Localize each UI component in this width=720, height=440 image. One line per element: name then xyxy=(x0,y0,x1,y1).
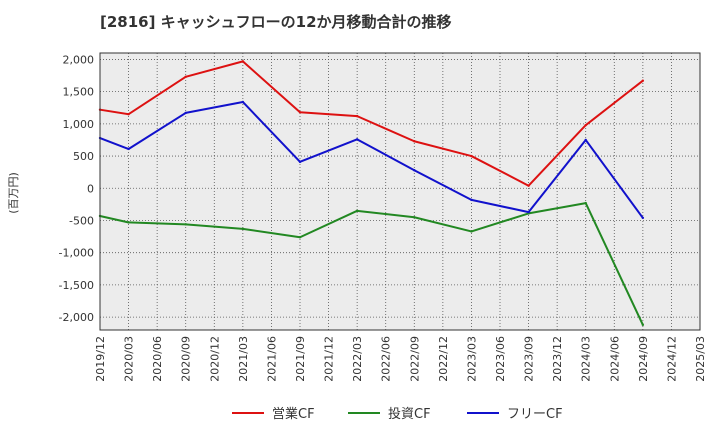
series-point xyxy=(470,198,473,202)
x-tick-label: 2020/03 xyxy=(123,336,136,382)
series-point xyxy=(641,79,645,82)
x-tick-label: 2021/12 xyxy=(323,336,336,382)
x-tick-label: 2021/03 xyxy=(237,336,250,382)
x-tick-label: 2019/12 xyxy=(94,336,107,382)
series-point xyxy=(470,230,473,233)
y-tick-label: -1,000 xyxy=(59,247,94,260)
grid xyxy=(100,53,700,330)
series-point xyxy=(355,114,359,118)
y-axis-ticks: 2,000 1,500 1,000 500 0 -500 -1,000 -1,500 -2,00… xyxy=(59,53,94,324)
y-tick-label: 1,500 xyxy=(63,86,95,99)
x-tick-label: 2021/06 xyxy=(265,336,278,382)
series-point xyxy=(584,138,587,142)
series-point xyxy=(355,209,359,213)
series-point xyxy=(413,169,416,172)
x-tick-label: 2025/03 xyxy=(694,336,707,382)
y-tick-label: 0 xyxy=(87,182,94,195)
series-point xyxy=(527,184,530,187)
series-point xyxy=(527,210,530,214)
series-point xyxy=(127,112,130,116)
x-tick-label: 2020/09 xyxy=(180,336,193,382)
x-tick-label: 2023/09 xyxy=(523,336,536,382)
series-point xyxy=(241,227,245,231)
series-point xyxy=(127,221,130,224)
series-point xyxy=(184,111,187,115)
legend-label: フリーCF xyxy=(507,407,563,422)
x-tick-label: 2023/03 xyxy=(465,336,478,382)
x-tick-label: 2022/03 xyxy=(351,336,364,382)
x-tick-label: 2022/09 xyxy=(408,336,421,382)
series-point xyxy=(641,216,645,220)
y-axis-label: (百万円) xyxy=(7,172,20,214)
legend-label: 営業CF xyxy=(272,406,315,422)
series-point xyxy=(413,140,416,143)
y-tick-label: -2,000 xyxy=(59,311,94,324)
x-tick-label: 2020/12 xyxy=(208,336,221,382)
series-point xyxy=(127,147,130,151)
series-point xyxy=(413,216,416,219)
x-tick-label: 2024/09 xyxy=(637,336,650,382)
series-lines xyxy=(98,60,645,327)
y-tick-label: 1,000 xyxy=(63,118,95,131)
series-point xyxy=(298,160,302,164)
series-point xyxy=(355,138,359,141)
x-tick-label: 2021/09 xyxy=(294,336,307,382)
x-tick-label: 2024/03 xyxy=(580,336,593,382)
series-point xyxy=(184,75,187,79)
plot-frame xyxy=(99,52,701,331)
x-tick-label: 2023/12 xyxy=(551,336,564,382)
series-point xyxy=(584,201,587,205)
series-point xyxy=(298,236,302,239)
plot-background xyxy=(100,53,700,330)
x-tick-label: 2022/12 xyxy=(437,336,450,382)
y-tick-label: 2,000 xyxy=(63,53,95,66)
series-point xyxy=(298,111,302,114)
x-tick-label: 2020/06 xyxy=(151,336,164,382)
legend: 営業CF 投資CF フリーCF xyxy=(232,406,563,422)
series-point xyxy=(584,123,587,127)
y-tick-label: -1,500 xyxy=(59,279,94,292)
x-tick-label: 2023/06 xyxy=(494,336,507,382)
series-point xyxy=(470,154,473,158)
y-tick-label: -500 xyxy=(69,214,94,227)
legend-label: 投資CF xyxy=(388,406,431,422)
series-point xyxy=(241,60,245,63)
x-tick-label: 2024/12 xyxy=(665,336,678,382)
series-point xyxy=(641,323,645,327)
y-tick-label: 500 xyxy=(73,150,94,163)
series-point xyxy=(241,100,245,104)
series-point xyxy=(184,223,187,226)
x-tick-label: 2024/06 xyxy=(608,336,621,382)
chart-title: [2816] キャッシュフローの12か月移動合計の推移 xyxy=(100,13,452,31)
x-tick-label: 2022/06 xyxy=(380,336,393,382)
x-axis-ticks: 2019/12 2020/03 2020/06 2020/09 2020/12 2021/… xyxy=(94,336,707,382)
